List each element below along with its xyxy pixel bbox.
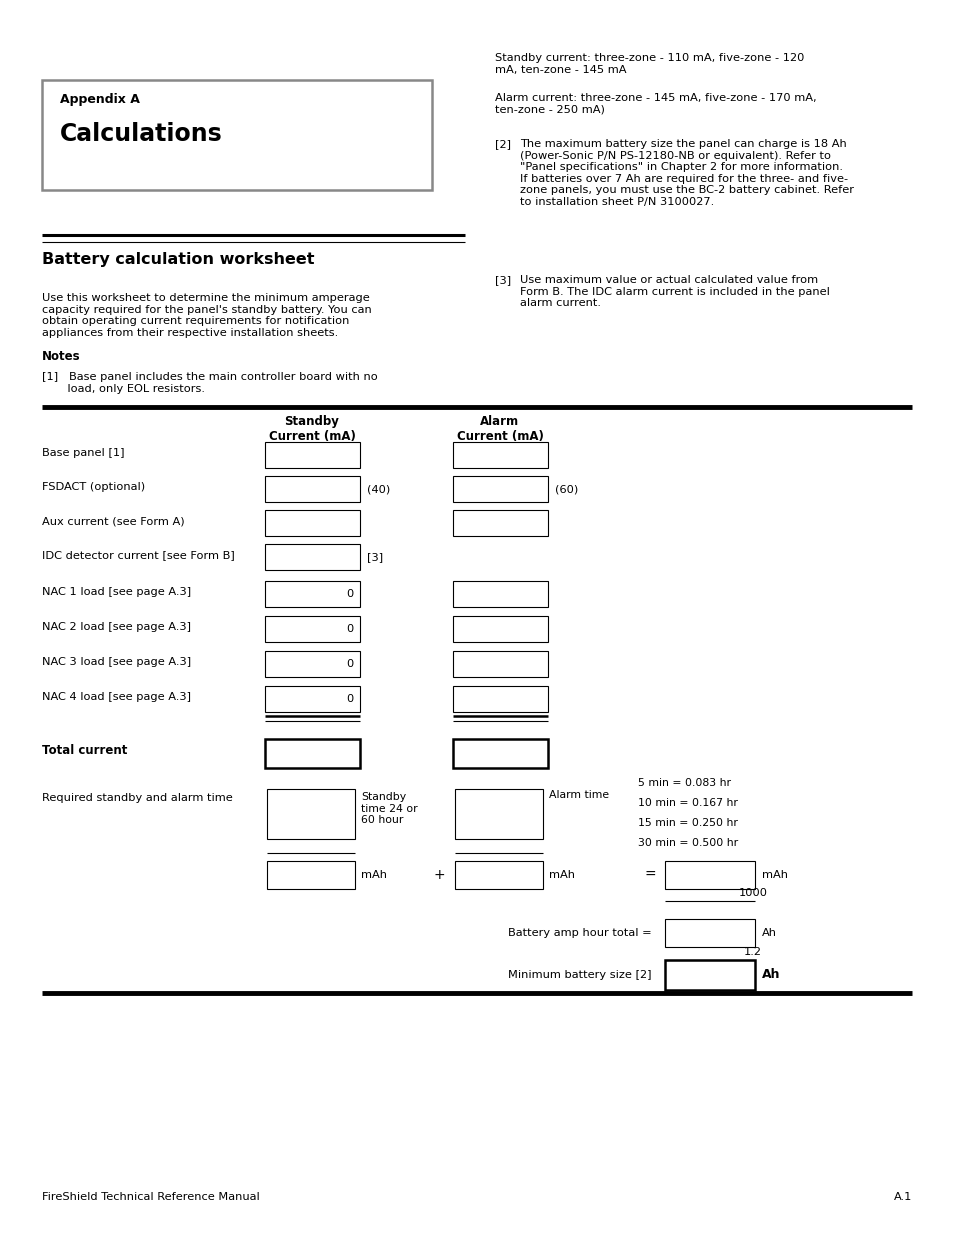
Text: 5 min = 0.083 hr: 5 min = 0.083 hr — [638, 778, 730, 788]
Text: mAh: mAh — [548, 869, 575, 881]
Text: Notes: Notes — [42, 350, 81, 363]
Text: 0: 0 — [346, 589, 354, 599]
Bar — [267, 789, 355, 839]
Bar — [264, 685, 359, 713]
Bar — [264, 651, 359, 677]
Text: Standby
time 24 or
60 hour: Standby time 24 or 60 hour — [360, 792, 417, 825]
Bar — [264, 475, 359, 501]
Text: 15 min = 0.250 hr: 15 min = 0.250 hr — [638, 818, 737, 827]
Text: Minimum battery size [2]: Minimum battery size [2] — [508, 969, 651, 981]
Bar — [452, 739, 547, 767]
Bar — [452, 685, 547, 713]
Text: mAh: mAh — [360, 869, 387, 881]
Text: Alarm time: Alarm time — [548, 790, 608, 800]
Text: Use this worksheet to determine the minimum amperage
capacity required for the p: Use this worksheet to determine the mini… — [42, 293, 372, 338]
Text: =: = — [643, 868, 655, 882]
Bar — [264, 510, 359, 536]
Text: Total current: Total current — [42, 745, 128, 757]
Text: IDC detector current [see Form B]: IDC detector current [see Form B] — [42, 550, 234, 559]
Text: 1.2: 1.2 — [743, 947, 761, 957]
Text: Required standby and alarm time: Required standby and alarm time — [42, 793, 233, 803]
Text: 0: 0 — [346, 624, 354, 634]
Text: NAC 2 load [see page A.3]: NAC 2 load [see page A.3] — [42, 622, 191, 632]
Text: Aux current (see Form A): Aux current (see Form A) — [42, 516, 185, 526]
Bar — [664, 960, 754, 990]
Text: FireShield Technical Reference Manual: FireShield Technical Reference Manual — [42, 1192, 259, 1202]
Text: 0: 0 — [346, 694, 354, 704]
Text: NAC 1 load [see page A.3]: NAC 1 load [see page A.3] — [42, 587, 191, 597]
Text: Standby
Current (mA): Standby Current (mA) — [269, 415, 355, 443]
Bar — [264, 543, 359, 571]
Text: +: + — [433, 868, 444, 882]
Bar — [264, 442, 359, 468]
Text: [1]   Base panel includes the main controller board with no
       load, only EO: [1] Base panel includes the main control… — [42, 372, 377, 394]
Text: mAh: mAh — [761, 869, 787, 881]
Text: FSDACT (optional): FSDACT (optional) — [42, 482, 145, 492]
Text: Alarm current: three-zone - 145 mA, five-zone - 170 mA,
ten-zone - 250 mA): Alarm current: three-zone - 145 mA, five… — [495, 93, 816, 115]
Text: Use maximum value or actual calculated value from
Form B. The IDC alarm current : Use maximum value or actual calculated v… — [519, 275, 829, 309]
Text: A.1: A.1 — [893, 1192, 911, 1202]
Text: NAC 4 load [see page A.3]: NAC 4 load [see page A.3] — [42, 692, 191, 701]
Bar — [664, 861, 754, 889]
Text: Ah: Ah — [761, 927, 776, 939]
Bar — [264, 616, 359, 642]
Text: [2]: [2] — [495, 140, 511, 149]
Bar — [264, 739, 359, 767]
Bar — [42, 80, 432, 190]
Text: (40): (40) — [367, 484, 391, 494]
Text: 1000: 1000 — [738, 888, 767, 898]
Bar — [455, 789, 542, 839]
Text: [3]: [3] — [367, 552, 383, 562]
Bar — [452, 442, 547, 468]
Text: Alarm
Current (mA): Alarm Current (mA) — [456, 415, 543, 443]
Bar — [452, 616, 547, 642]
Text: Battery amp hour total =: Battery amp hour total = — [508, 927, 651, 939]
Bar — [455, 861, 542, 889]
Bar — [267, 861, 355, 889]
Bar — [452, 651, 547, 677]
Bar — [452, 580, 547, 606]
Bar — [452, 510, 547, 536]
Text: Calculations: Calculations — [60, 122, 222, 146]
Text: 10 min = 0.167 hr: 10 min = 0.167 hr — [638, 798, 737, 808]
Text: Battery calculation worksheet: Battery calculation worksheet — [42, 252, 314, 267]
Text: 30 min = 0.500 hr: 30 min = 0.500 hr — [638, 839, 738, 848]
Text: NAC 3 load [see page A.3]: NAC 3 load [see page A.3] — [42, 657, 191, 667]
Bar — [664, 919, 754, 947]
Bar — [452, 475, 547, 501]
Text: The maximum battery size the panel can charge is 18 Ah
(Power-Sonic P/N PS-12180: The maximum battery size the panel can c… — [519, 140, 853, 207]
Text: 0: 0 — [346, 659, 354, 669]
Text: [3]: [3] — [495, 275, 511, 285]
Text: Standby current: three-zone - 110 mA, five-zone - 120
mA, ten-zone - 145 mA: Standby current: three-zone - 110 mA, fi… — [495, 53, 803, 74]
Text: Appendix A: Appendix A — [60, 93, 140, 106]
Bar — [264, 580, 359, 606]
Text: Base panel [1]: Base panel [1] — [42, 448, 125, 458]
Text: Ah: Ah — [761, 968, 780, 982]
Text: (60): (60) — [555, 484, 578, 494]
